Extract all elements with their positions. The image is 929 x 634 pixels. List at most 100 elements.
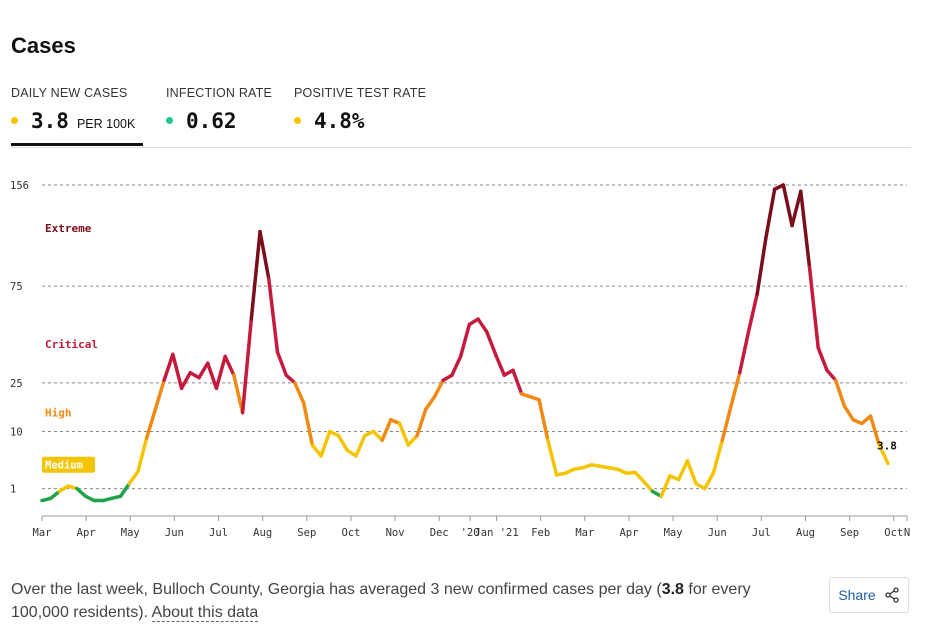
share-label: Share — [838, 587, 876, 603]
series-segment — [633, 470, 646, 484]
series-segment — [153, 378, 166, 412]
x-tick-label: May — [664, 527, 683, 539]
x-tick-label: Jun — [165, 527, 184, 539]
series-segment — [136, 436, 149, 474]
status-dot-icon — [166, 117, 173, 124]
metric-value: 3.8 — [31, 109, 69, 133]
share-icon — [885, 587, 899, 603]
x-tick-label: May — [121, 527, 140, 539]
series-segment — [450, 354, 463, 377]
status-dot-icon — [11, 117, 18, 124]
series-segment — [275, 350, 288, 377]
share-button[interactable]: Share — [829, 577, 909, 613]
series-segment — [642, 479, 655, 494]
data-label-latest: 3.8 — [877, 439, 897, 452]
series-segment — [75, 486, 88, 499]
metric-label: POSITIVE TEST RATE — [294, 86, 427, 100]
risk-label-critical: Critical — [45, 338, 98, 351]
series-segment — [310, 443, 323, 458]
series-segment — [476, 317, 489, 334]
metric-value: 0.62 — [186, 109, 237, 133]
x-tick-label: Oct — [341, 527, 360, 539]
series-segment — [746, 292, 759, 334]
series-segment — [319, 429, 332, 458]
summary-text: Over the last week, Bulloch County, Geor… — [11, 578, 751, 624]
series-segment — [816, 346, 829, 373]
series-segment — [799, 189, 812, 269]
series-segment — [267, 276, 280, 354]
x-tick-label: Sep — [840, 527, 859, 539]
series-segment — [825, 368, 838, 383]
series-segment — [397, 421, 411, 447]
series-segment — [380, 417, 393, 443]
series-segment — [842, 404, 855, 422]
series-segment — [685, 459, 698, 486]
series-segment — [485, 330, 498, 357]
series-segment — [458, 322, 472, 359]
summary-highlight: 3.8 — [661, 581, 684, 598]
series-segment — [249, 229, 262, 321]
series-segment — [301, 401, 315, 447]
y-tick-label: 10 — [10, 426, 23, 438]
series-segment — [232, 373, 245, 415]
summary-text-pre: Over the last week, Bulloch County, Geor… — [11, 581, 662, 598]
x-tick-label: Mar — [33, 527, 52, 539]
x-tick-label: Aug — [796, 527, 815, 539]
series-segment — [424, 395, 437, 412]
risk-label-high: High — [45, 407, 72, 420]
series-segment — [432, 378, 445, 399]
series-segment — [171, 352, 184, 391]
series-segment — [415, 407, 428, 438]
series-segment — [258, 229, 271, 281]
tab-infection-rate[interactable]: INFECTION RATE 0.62 — [166, 86, 272, 133]
x-tick-label: Jul — [209, 527, 228, 539]
tab-positive-test-rate[interactable]: POSITIVE TEST RATE 4.8% — [294, 86, 426, 133]
metric-tabs: DAILY NEW CASES 3.8 PER 100K INFECTION R… — [11, 86, 911, 148]
series-segment — [284, 373, 297, 385]
x-tick-label: Mar — [575, 527, 594, 539]
x-tick-label: Apr — [77, 527, 96, 539]
series-segment — [406, 433, 419, 447]
x-tick-label: Aug — [253, 527, 272, 539]
series-segment — [371, 429, 384, 443]
series-segment — [781, 183, 794, 228]
series-segment — [833, 378, 847, 408]
x-tick-label: Jul — [752, 527, 771, 539]
series-segment — [537, 398, 550, 443]
series-segment — [868, 414, 882, 447]
y-tick-label: 25 — [10, 378, 23, 390]
series-segment — [240, 317, 254, 415]
series-segment — [214, 354, 227, 391]
x-tick-label: Jun — [708, 527, 727, 539]
series-segment — [293, 381, 306, 405]
tab-daily-new-cases[interactable]: DAILY NEW CASES 3.8 PER 100K — [11, 86, 143, 146]
series-segment — [354, 433, 367, 458]
series-segment — [162, 352, 175, 383]
risk-label-extreme: Extreme — [45, 222, 92, 235]
series-segment — [118, 481, 131, 499]
series-segment — [127, 469, 140, 486]
series-segment — [205, 361, 219, 391]
series-segment — [764, 187, 777, 240]
x-tick-label: Oct — [884, 527, 903, 539]
series-segment — [144, 407, 158, 440]
metric-value: 4.8% — [314, 109, 365, 133]
metric-label: DAILY NEW CASES — [11, 86, 128, 100]
series-segment — [877, 443, 890, 466]
series-segment — [197, 361, 210, 380]
series-segment — [511, 368, 524, 396]
risk-label-background — [42, 456, 95, 473]
series-segment — [737, 330, 751, 375]
series-segment — [659, 474, 672, 499]
series-segment — [546, 438, 559, 477]
series-segment — [493, 352, 506, 377]
x-tick-label: Sep — [297, 527, 316, 539]
y-tick-label: 156 — [10, 180, 29, 192]
cases-chart: 1 10 25 75 156 Mar Apr May Jun Jul Aug Sep Oct Nov Dec… — [10, 180, 910, 539]
risk-label-medium: Medium — [45, 460, 83, 472]
series-segment — [703, 470, 716, 491]
y-tick-label: 1 — [10, 484, 16, 496]
about-data-link[interactable]: About this data — [151, 604, 259, 622]
x-tick-label: N — [904, 527, 910, 539]
x-tick-label: '20 — [461, 527, 480, 539]
